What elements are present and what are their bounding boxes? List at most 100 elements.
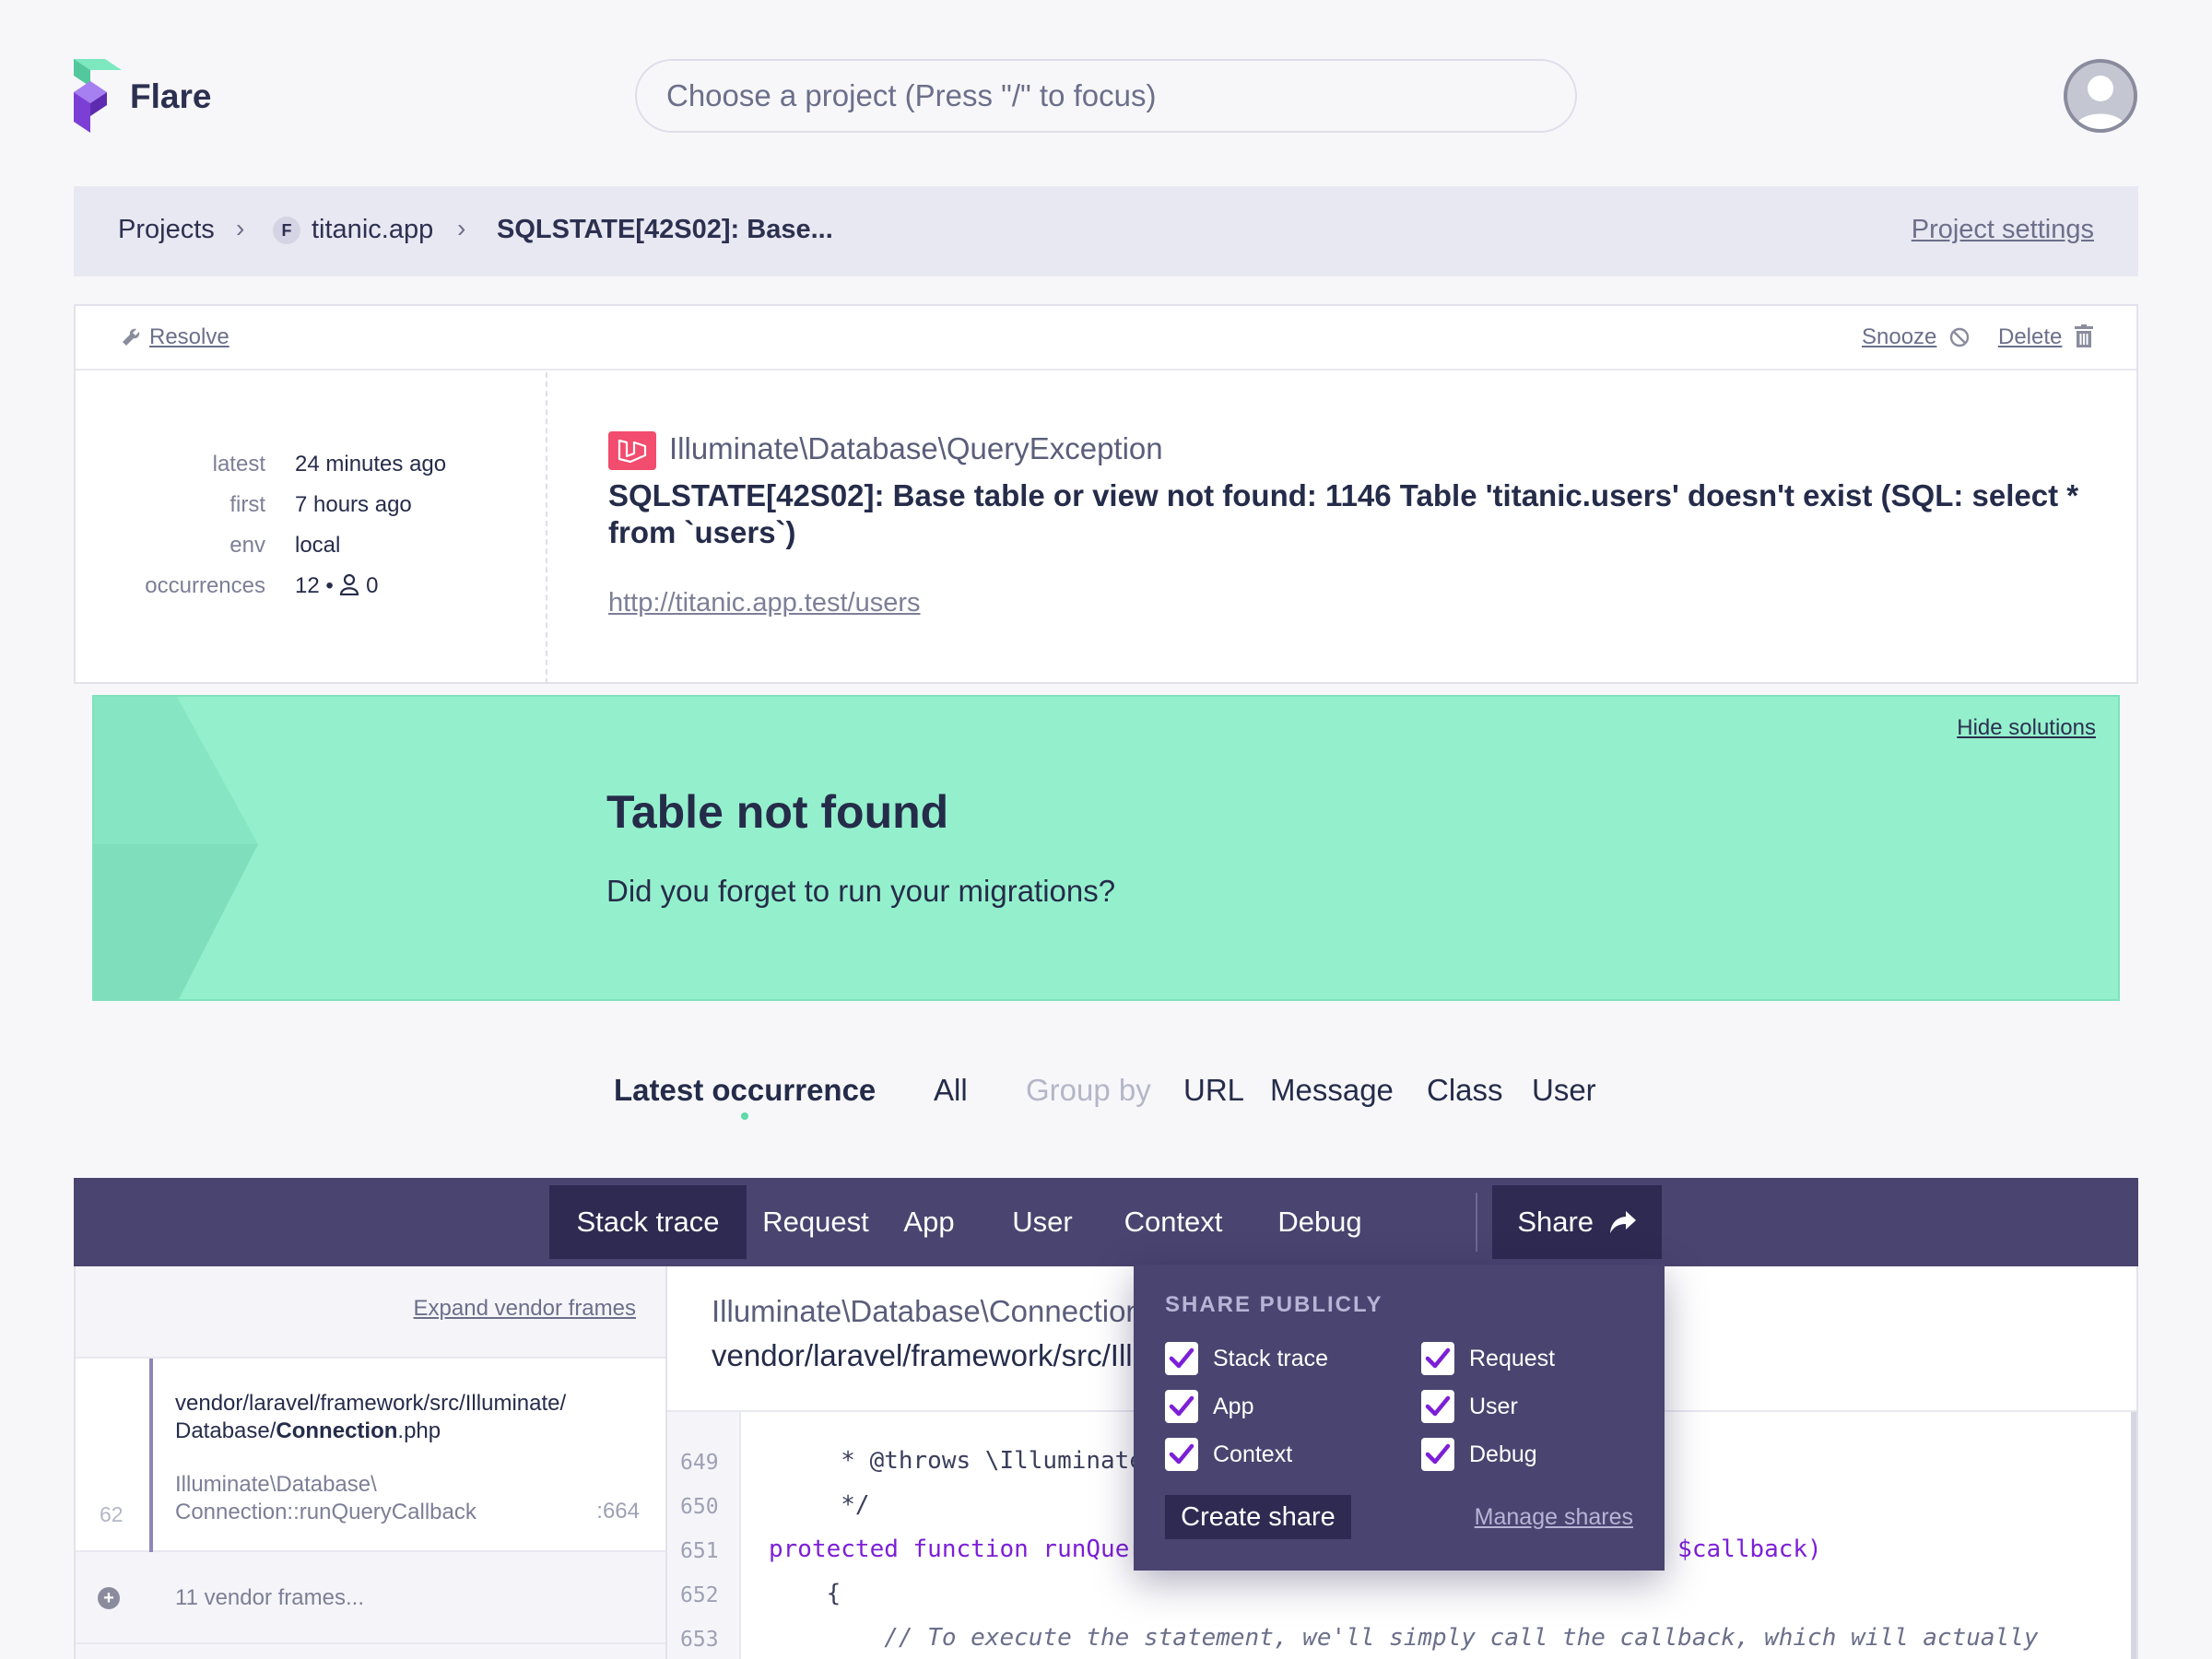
chevron-right-icon: ›	[236, 214, 245, 242]
share-tab-label: Share	[1517, 1206, 1594, 1238]
breadcrumb-error: SQLSTATE[42S02]: Base...	[497, 215, 833, 244]
line-number: 653	[680, 1628, 719, 1652]
share-option-label: Debug	[1469, 1441, 1537, 1467]
detail-tabs-bar: Stack trace Request App User Context Deb…	[74, 1178, 2138, 1266]
tab-all[interactable]: All	[934, 1073, 968, 1107]
tab-stack-trace[interactable]: Stack trace	[549, 1185, 747, 1259]
laravel-icon	[608, 431, 656, 470]
occurrence-count: 12	[295, 573, 320, 598]
solution-panel: Hide solutions Table not found Did you f…	[92, 695, 2120, 1001]
vendor-frames-label: 11 vendor frames...	[175, 1585, 364, 1610]
collapsed-vendor-frames[interactable]: + 11 vendor frames...	[76, 1552, 665, 1644]
meta-row-latest: latest 24 minutes ago	[76, 452, 547, 488]
wrench-icon	[123, 328, 140, 346]
group-by-message[interactable]: Message	[1270, 1073, 1394, 1107]
active-tab-indicator	[741, 1112, 748, 1120]
selected-frame-indicator	[149, 1359, 153, 1552]
solution-decoration	[94, 697, 258, 999]
error-card: Resolve Snooze Delete latest 24 minutes …	[74, 304, 2138, 684]
code-keyword: protected function	[769, 1535, 1043, 1563]
tab-latest-occurrence[interactable]: Latest occurrence	[614, 1073, 877, 1107]
meta-label: latest	[212, 452, 265, 477]
tab-user[interactable]: User	[1012, 1206, 1073, 1238]
resolve-button[interactable]: Resolve	[149, 324, 229, 349]
code-line: {	[769, 1580, 841, 1607]
delete-button[interactable]: Delete	[1998, 324, 2063, 349]
checkbox-checked-icon[interactable]	[1421, 1438, 1454, 1471]
path-prefix: vendor/laravel/framework/src/Illuminate/	[175, 1391, 567, 1416]
create-share-button[interactable]: Create share	[1165, 1495, 1351, 1539]
occurrence-meta: latest 24 minutes ago first 7 hours ago …	[76, 372, 547, 684]
path-ext: .php	[397, 1418, 441, 1443]
frame-number: 62	[100, 1502, 124, 1526]
meta-label: env	[229, 533, 265, 558]
manage-shares-link[interactable]: Manage shares	[1474, 1504, 1633, 1530]
project-settings-link[interactable]: Project settings	[1911, 215, 2094, 244]
top-header: Flare	[0, 0, 2212, 184]
bullet-separator: •	[325, 573, 340, 598]
group-by-class[interactable]: Class	[1427, 1073, 1503, 1107]
solution-title: Table not found	[606, 786, 949, 838]
user-icon	[340, 573, 359, 596]
meta-value: 7 hours ago	[295, 492, 412, 517]
meta-label: first	[229, 492, 265, 517]
line-number: 650	[680, 1495, 719, 1519]
checkbox-checked-icon[interactable]	[1421, 1342, 1454, 1375]
share-popover: SHARE PUBLICLY Stack trace Request App U…	[1134, 1265, 1665, 1571]
breadcrumb-project[interactable]: titanic.app	[312, 215, 434, 244]
flare-logo-icon[interactable]	[74, 59, 122, 133]
checkbox-checked-icon[interactable]	[1421, 1390, 1454, 1423]
stack-frame[interactable]: 62 vendor/laravel/framework/src/Illumina…	[76, 1357, 665, 1552]
meta-value: local	[295, 533, 341, 558]
code-frame-class: Illuminate\Database\Connection	[712, 1294, 1143, 1328]
error-actions-bar: Resolve Snooze Delete	[76, 306, 2136, 371]
frame-line-number: :664	[596, 1499, 640, 1524]
group-by-user[interactable]: User	[1532, 1073, 1596, 1107]
checkbox-checked-icon[interactable]	[1165, 1438, 1198, 1471]
share-arrow-icon	[1609, 1211, 1636, 1233]
hide-solutions-button[interactable]: Hide solutions	[1957, 715, 2096, 740]
line-number: 651	[680, 1539, 719, 1563]
share-option-label: Request	[1469, 1346, 1556, 1371]
meta-label: occurrences	[145, 573, 265, 598]
frames-list: Expand vendor frames 62 vendor/laravel/f…	[76, 1266, 667, 1659]
share-option-label: Stack trace	[1213, 1346, 1329, 1371]
meta-row-first: first 7 hours ago	[76, 492, 547, 529]
meta-row-env: env local	[76, 533, 547, 570]
meta-value: 12 • 0	[295, 573, 378, 599]
stack-trace-panel: Expand vendor frames 62 vendor/laravel/f…	[74, 1266, 2138, 1659]
tab-context[interactable]: Context	[1124, 1206, 1223, 1238]
tab-app[interactable]: App	[903, 1206, 955, 1238]
meta-value: 24 minutes ago	[295, 452, 447, 477]
trash-icon	[2075, 324, 2093, 347]
checkbox-checked-icon[interactable]	[1165, 1342, 1198, 1375]
affected-users-count: 0	[366, 573, 379, 598]
share-option-label: Context	[1213, 1441, 1293, 1467]
breadcrumb: Projects › F titanic.app › SQLSTATE[42S0…	[74, 186, 2138, 276]
app-name[interactable]: Flare	[130, 77, 212, 115]
share-option-label: App	[1213, 1394, 1254, 1419]
meta-row-occurrences: occurrences 12 • 0	[76, 573, 547, 610]
group-by-label: Group by	[1026, 1073, 1151, 1107]
tab-request[interactable]: Request	[762, 1206, 869, 1238]
tabs-divider	[1476, 1193, 1477, 1252]
frame-file-path: vendor/laravel/framework/src/Illuminate/…	[175, 1390, 636, 1445]
project-search-input[interactable]	[635, 59, 1577, 133]
tab-debug[interactable]: Debug	[1277, 1206, 1362, 1238]
expand-vendor-frames-button[interactable]: Expand vendor frames	[413, 1296, 636, 1321]
group-by-url[interactable]: URL	[1183, 1073, 1245, 1107]
path-file: Connection	[276, 1418, 398, 1443]
exception-class: Illuminate\Database\QueryException	[669, 431, 1163, 465]
breadcrumb-projects[interactable]: Projects	[118, 215, 215, 244]
snooze-button[interactable]: Snooze	[1862, 324, 1937, 349]
line-number: 652	[680, 1583, 719, 1607]
method-namespace: Illuminate\Database\	[175, 1472, 377, 1497]
code-scrollbar[interactable]	[2131, 1412, 2136, 1659]
method-name: ::runQueryCallback	[287, 1500, 477, 1524]
tab-share[interactable]: Share	[1492, 1185, 1662, 1259]
checkbox-checked-icon[interactable]	[1165, 1390, 1198, 1423]
frame-method: Illuminate\Database\ Connection::runQuery…	[175, 1471, 618, 1526]
user-avatar[interactable]	[2064, 59, 2137, 133]
request-url-link[interactable]: http://titanic.app.test/users	[608, 588, 921, 618]
line-number-gutter: 649 650 651 652 653	[667, 1412, 741, 1659]
